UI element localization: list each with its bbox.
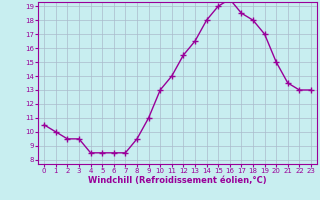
X-axis label: Windchill (Refroidissement éolien,°C): Windchill (Refroidissement éolien,°C): [88, 176, 267, 185]
